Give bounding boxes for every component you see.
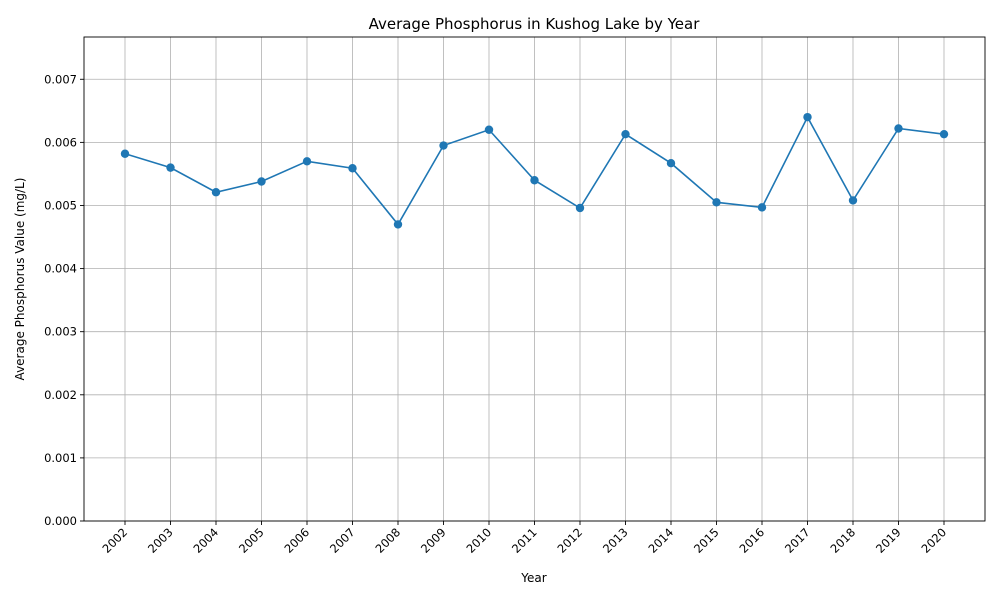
x-tick-label: 2009 (418, 525, 449, 556)
x-tick-label: 2013 (600, 525, 631, 556)
y-tick-label: 0.002 (44, 388, 77, 402)
x-tick-label: 2017 (782, 525, 813, 556)
data-point (484, 125, 494, 134)
data-point (894, 124, 903, 133)
y-tick-label: 0.006 (44, 135, 77, 149)
x-tick-label: 2010 (464, 525, 495, 556)
y-tick-label: 0.004 (44, 262, 77, 276)
x-tick-label: 2002 (100, 525, 131, 556)
plot-frame (83, 36, 986, 522)
data-point (712, 198, 721, 207)
x-tick-label: 2020 (919, 525, 950, 556)
y-tick-label: 0.003 (44, 325, 77, 339)
data-point (757, 203, 767, 212)
x-tick-label: 2015 (691, 525, 722, 556)
x-tick-label: 2018 (828, 525, 859, 556)
x-tick-label: 2016 (737, 525, 768, 556)
data-point (348, 164, 357, 173)
x-tick-label: 2019 (873, 525, 904, 556)
x-tick-label: 2006 (282, 525, 313, 556)
x-tick-label: 2012 (555, 525, 586, 556)
series (120, 112, 949, 229)
data-point (666, 159, 676, 168)
data-point (120, 149, 130, 158)
y-tick-label: 0.007 (44, 72, 77, 86)
y-tick-label: 0.001 (44, 451, 77, 465)
x-tick-label: 2003 (145, 525, 176, 556)
data-point (439, 141, 448, 150)
x-tick-label: 2007 (327, 525, 358, 556)
data-point (166, 163, 175, 172)
chart-title: Average Phosphorus in Kushog Lake by Yea… (369, 15, 701, 33)
data-point (530, 176, 539, 185)
data-point (848, 196, 858, 205)
x-tick-label: 2011 (509, 525, 540, 556)
x-tick-label: 2004 (191, 525, 222, 556)
data-point (257, 177, 266, 186)
data-point (393, 220, 403, 229)
y-tick-label: 0.000 (44, 514, 77, 528)
data-point (621, 129, 630, 139)
x-tick-label: 2005 (236, 525, 267, 556)
data-point (575, 203, 585, 213)
x-tick-label: 2008 (373, 525, 404, 556)
grid (84, 37, 985, 522)
data-point (803, 112, 812, 122)
y-tick-label: 0.005 (44, 198, 77, 212)
x-axis-label: Year (520, 571, 546, 585)
y-axis-label: Average Phosphorus Value (mg/L) (13, 178, 27, 381)
axis-ticks: 0.000 0.001 0.002 0.003 0.004 0.005 0.006 0.007… (44, 72, 949, 556)
data-point (939, 129, 949, 139)
data-point (211, 188, 221, 197)
x-tick-label: 2014 (646, 525, 677, 556)
data-point (302, 157, 312, 166)
